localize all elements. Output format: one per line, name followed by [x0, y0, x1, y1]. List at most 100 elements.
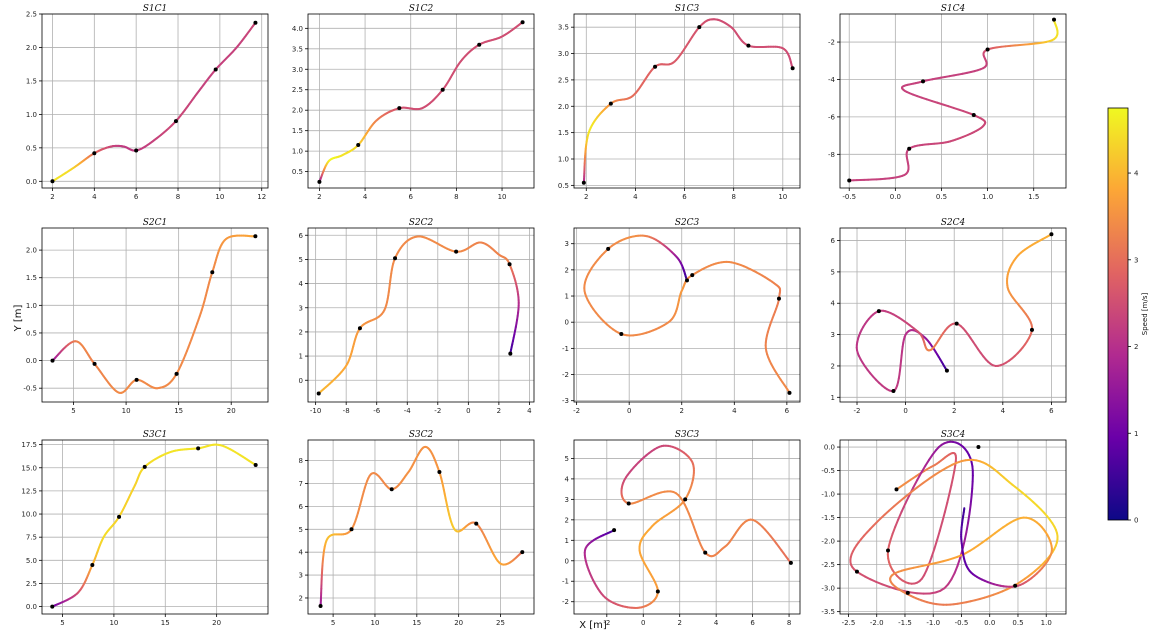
colorbar-gradient [1107, 107, 1129, 521]
trajectory-segment [894, 518, 900, 528]
y-tick-label: -4 [828, 76, 836, 84]
waypoint-marker [349, 527, 354, 532]
trajectory-segment [904, 494, 911, 505]
y-tick-label: -3.0 [821, 585, 835, 593]
waypoint-marker [316, 391, 321, 396]
y-tick-label: 3.5 [292, 45, 303, 53]
x-tick-label: 10 [122, 407, 131, 415]
y-tick-label: 7.5 [26, 534, 37, 542]
waypoint-marker [746, 43, 751, 48]
y-tick-label: -3.5 [821, 608, 835, 616]
trajectory-curve [319, 445, 524, 607]
trajectory-segment [953, 565, 959, 575]
x-tick-label: 10 [498, 193, 507, 201]
waypoint-marker [1013, 583, 1018, 588]
y-tick-label: 6 [299, 232, 304, 240]
y-tick-label: 3 [565, 496, 569, 504]
y-tick-label: 1.5 [26, 77, 37, 85]
colorbar-tick-label: 0 [1134, 517, 1138, 525]
y-tick-label: 1.0 [26, 111, 37, 119]
x-tick-label: 0 [627, 407, 631, 415]
subplot-2: 2 4 6 8 10 0.5 1.0 1.5 2.0 2.5 3.0 3.5 4.0 S1C2 [292, 4, 535, 201]
x-tick-label: -2 [603, 619, 610, 627]
x-tick-label: 5 [331, 619, 335, 627]
trajectory-segment [881, 583, 891, 588]
subplot-title: S1C1 [143, 4, 168, 14]
waypoint-marker [253, 20, 258, 25]
y-tick-label: 12.5 [21, 487, 37, 495]
x-tick-label: -1.0 [926, 619, 940, 627]
waypoint-marker [50, 179, 55, 184]
trajectory-segment [943, 501, 949, 513]
waypoint-marker [397, 106, 402, 111]
subplot-title: S2C1 [143, 218, 168, 228]
x-tick-label: -10 [310, 407, 321, 415]
colorbar-tick-label: 3 [1134, 256, 1138, 264]
y-tick-label: 2 [299, 328, 303, 336]
trajectory-curve [582, 18, 794, 184]
trajectory-segment [928, 473, 937, 480]
y-tick-label: 4 [299, 280, 304, 288]
y-tick-label: 3 [831, 331, 835, 339]
subplot-title: S1C4 [941, 4, 966, 14]
x-tick-label: -2.5 [842, 619, 856, 627]
x-tick-label: 6 [750, 619, 755, 627]
waypoint-marker [210, 270, 215, 275]
waypoint-marker [886, 548, 891, 553]
x-tick-label: 0 [641, 619, 645, 627]
trajectory-segment [928, 453, 934, 461]
x-tick-label: -4 [404, 407, 412, 415]
y-tick-label: 10.0 [21, 511, 37, 519]
subplot-10: 5 10 15 20 25 2 3 4 5 6 7 8 S3C2 [299, 430, 535, 627]
trajectory-segment [912, 478, 919, 489]
waypoint-marker [653, 64, 658, 69]
trajectory-curve [583, 234, 791, 394]
x-tick-label: -0.5 [955, 619, 969, 627]
trajectory-curve [848, 18, 1059, 182]
subplot-title: S3C1 [143, 430, 168, 440]
trajectory-segment [889, 532, 894, 542]
x-tick-label: -1.5 [898, 619, 912, 627]
waypoint-marker [253, 234, 258, 239]
x-tick-label: 20 [227, 407, 236, 415]
x-tick-label: 6 [134, 193, 139, 201]
waypoint-marker [606, 246, 611, 251]
y-tick-label: 3 [299, 572, 303, 580]
y-tick-label: 0.0 [824, 444, 835, 452]
subplot-7: -2 0 2 4 6 -3 -2 -1 0 1 2 3 S2C3 [562, 218, 801, 415]
x-tick-label: -6 [373, 407, 381, 415]
x-tick-label: 2 [497, 407, 501, 415]
y-tick-label: -2 [562, 371, 569, 379]
waypoint-marker [776, 296, 781, 301]
trajectory-segment [967, 512, 971, 524]
subplot-title: S3C3 [675, 430, 700, 440]
trajectory-segment [904, 490, 913, 498]
y-tick-label: -8 [828, 151, 835, 159]
waypoint-marker [1029, 327, 1034, 332]
y-tick-label: 0.5 [26, 144, 37, 152]
trajectory-segment [963, 530, 968, 543]
y-tick-label: -2 [828, 39, 835, 47]
y-tick-label: -0.5 [821, 467, 835, 475]
y-tick-label: 1.5 [558, 129, 569, 137]
y-tick-label: -1.5 [821, 514, 835, 522]
x-tick-label: 4 [633, 193, 638, 201]
y-tick-label: 6 [831, 237, 836, 245]
x-tick-label: 1.0 [1041, 619, 1052, 627]
waypoint-marker [921, 79, 926, 84]
x-tick-label: 12 [257, 193, 266, 201]
trajectory-segment [933, 538, 939, 550]
x-tick-label: -2 [854, 407, 861, 415]
waypoint-marker [790, 66, 795, 71]
y-tick-label: -1 [562, 345, 569, 353]
y-tick-label: 2.5 [558, 76, 569, 84]
x-tick-label: 4 [714, 619, 719, 627]
waypoint-marker [173, 119, 178, 124]
trajectory-curve [849, 440, 1059, 606]
subplot-6: -10 -8 -6 -4 -2 0 2 4 0 1 2 3 4 5 6 S2C2 [299, 218, 535, 415]
x-tick-label: 2 [584, 193, 588, 201]
waypoint-marker [253, 462, 258, 467]
trajectory-segment [965, 521, 970, 533]
x-tick-label: 2 [677, 619, 681, 627]
plot-frame [839, 13, 1067, 189]
